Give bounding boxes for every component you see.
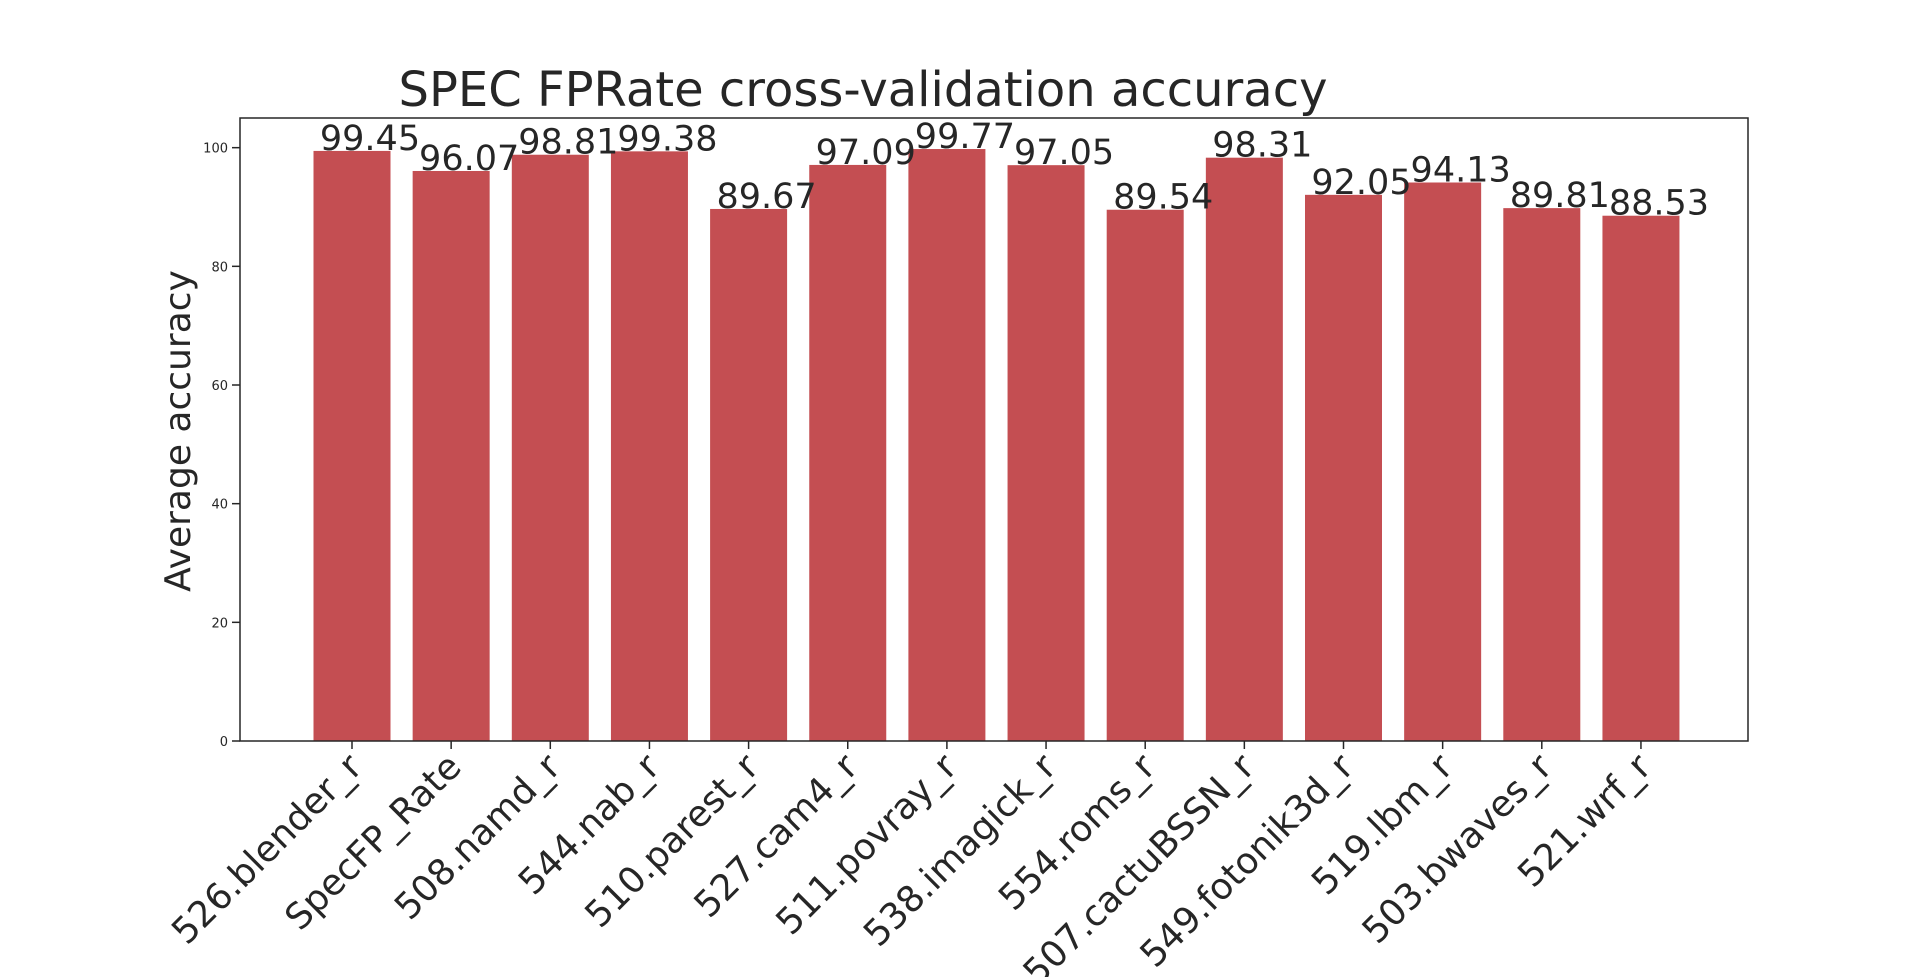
bar [412,170,490,742]
bar-value-label: 98.81 [518,123,618,163]
y-tick-label: 0 [220,735,228,750]
y-tick-label: 80 [211,260,228,275]
bar-value-label: 98.31 [1212,126,1312,166]
bar [1106,209,1184,742]
bar [809,164,887,741]
y-tick-label: 40 [211,498,228,513]
x-axis-ticks: 526.blender_rSpecFP_Rate508.namd_r544.na… [164,741,1659,977]
y-axis-ticks: 0 20 40 60 80 100 [203,142,240,750]
plot-area-frame [239,117,1749,742]
bar-value-label: 99.38 [617,119,717,159]
bar-value-label: 89.54 [1113,178,1213,218]
bar-value-label: 97.05 [1014,133,1114,173]
bars-group [313,149,1680,742]
bar [610,151,688,742]
bar-value-label: 92.05 [1311,163,1411,203]
x-tick-label: 510.parest_r [578,746,768,936]
bar-value-label: 96.07 [419,139,519,179]
y-tick-label: 60 [211,379,228,394]
y-axis-label: Average accuracy [158,270,199,592]
chart-title: SPEC FPRate cross-validation accuracy [398,62,1327,118]
y-tick-label: 100 [203,142,228,157]
bar [1503,208,1581,741]
bar [1007,165,1085,742]
bar [908,149,986,741]
bar-value-label: 94.13 [1411,151,1511,191]
bar-value-label: 88.53 [1609,184,1709,224]
bar [1205,157,1283,741]
bar [313,150,391,741]
bar [1305,194,1382,742]
bar [710,208,788,741]
bar-value-label: 89.67 [716,177,816,217]
bar-value-label: 99.77 [915,117,1015,157]
bar-value-label: 97.09 [816,133,916,173]
y-tick-label: 20 [211,616,228,631]
x-tick-label: SpecFP_Rate [277,746,469,938]
bar [511,154,589,742]
bar [1602,215,1680,742]
bar [1404,182,1482,741]
bar-value-label: 89.81 [1510,176,1610,216]
bar-value-label: 99.45 [320,119,420,159]
